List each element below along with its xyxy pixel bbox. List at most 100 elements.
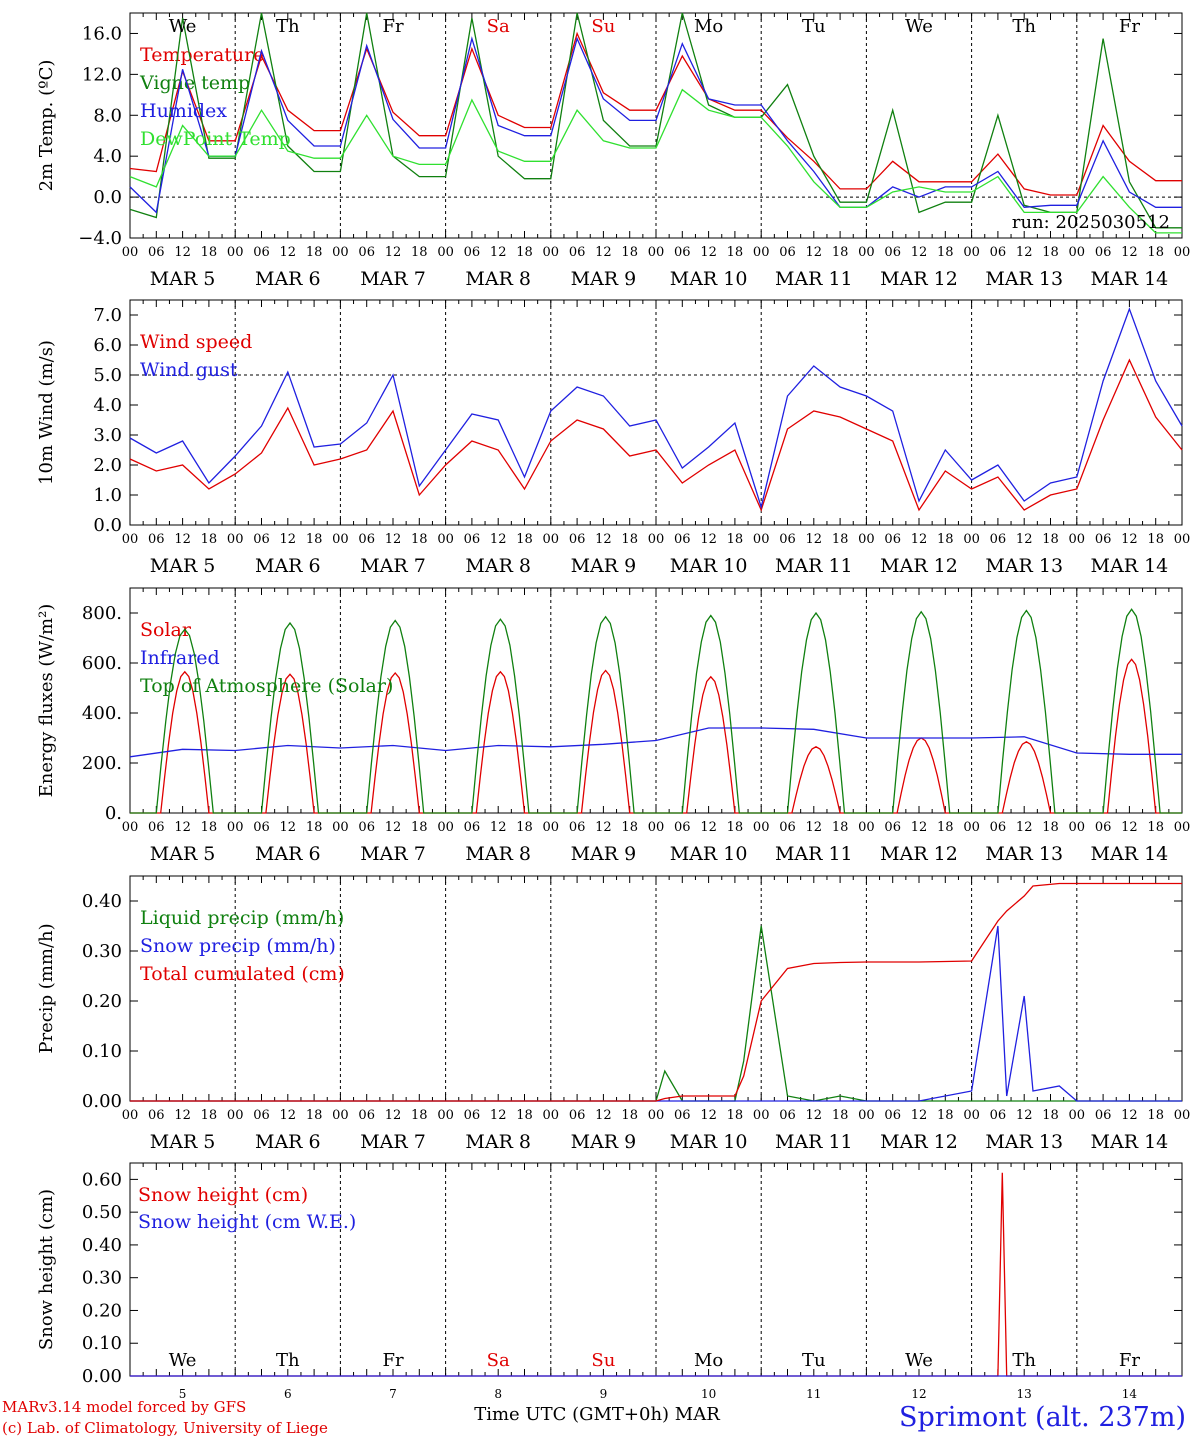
x-hour-label: 00 [648,820,665,835]
y-tick-label: 0.40 [82,1235,122,1256]
x-hour-label: 00 [122,1108,139,1123]
day-name: Th [1012,1350,1036,1371]
x-hour-label: 00 [437,245,454,260]
x-hour-label: 00 [122,532,139,547]
x-hour-label: 12 [490,1108,507,1123]
x-date-label: MAR 12 [880,268,958,290]
x-hour-label: 18 [1042,820,1059,835]
x-hour-label: 18 [201,1108,218,1123]
x-hour-label: 18 [1147,245,1164,260]
x-date-label: MAR 6 [255,843,321,865]
x-hour-label: 18 [1042,532,1059,547]
x-date-label: MAR 13 [985,1131,1063,1153]
x-hour-label: 12 [174,245,191,260]
day-name: Tu [802,16,826,37]
day-name: Tu [802,1350,826,1371]
x-hour-label: 18 [832,1108,849,1123]
y-axis-label: 10m Wind (m/s) [36,340,57,485]
day-name: Fr [1119,1350,1140,1371]
x-hour-label: 06 [674,820,691,835]
x-hour-label: 12 [174,532,191,547]
x-hour-label: 06 [464,1108,481,1123]
x-date-label: MAR 12 [880,843,958,865]
x-date-label: MAR 7 [360,555,426,577]
x-hour-label: 12 [806,820,823,835]
x-hour-label: 06 [358,1108,375,1123]
y-tick-label: 0.00 [82,1366,122,1387]
x-hour-label: 12 [595,532,612,547]
x-hour-label: 12 [174,1108,191,1123]
x-hour-label: 18 [516,532,533,547]
day-name: We [905,1350,933,1371]
x-hour-label: 06 [1095,1108,1112,1123]
x-hour-label: 06 [1095,245,1112,260]
x-hour-label: 12 [1121,245,1138,260]
x-hour-label: 06 [990,1108,1007,1123]
x-date-label: MAR 13 [985,555,1063,577]
x-hour-label: 18 [1147,532,1164,547]
y-tick-label: 4.0 [93,146,122,167]
series-line-top-of-atmosphere-solar- [130,608,1182,814]
legend-entry: Snow height (cm W.E.) [138,1211,356,1233]
series-line-dewpoint-temp [129,88,1182,234]
y-tick-label: 1.0 [93,485,122,506]
day-name: Th [1012,16,1036,37]
x-hour-label: 18 [937,820,954,835]
day-name: We [905,16,933,37]
x-hour-label: 12 [1016,820,1033,835]
x-date-label: MAR 6 [255,1131,321,1153]
y-tick-label: 0. [105,803,122,824]
x-hour-label: 00 [858,820,875,835]
day-name: Fr [382,1350,403,1371]
series-line-wind-speed [129,358,1183,512]
plot-frame [129,587,1183,814]
x-hour-label: 12 [911,532,928,547]
legend-entry: Temperature [140,44,264,66]
x-hour-label: 12 [385,245,402,260]
x-hour-label: 00 [1069,532,1086,547]
x-hour-label: 12 [595,1108,612,1123]
x-hour-label: 12 [174,820,191,835]
x-hour-label: 06 [253,245,270,260]
x-hour-label: 18 [411,245,428,260]
x-hour-label: 06 [569,245,586,260]
y-tick-label: 0.0 [93,515,122,536]
x-hour-label: 18 [306,820,323,835]
model-credit: MARv3.14 model forced by GFS [2,1398,247,1416]
x-hour-label: 06 [1095,532,1112,547]
x-date-label: MAR 5 [150,1131,216,1153]
x-hour-label: 06 [779,1108,796,1123]
x-hour-label: 00 [963,532,980,547]
x-hour-label: 12 [385,820,402,835]
x-date-label: MAR 9 [571,843,637,865]
y-tick-label: 0.40 [82,891,122,912]
legend-entry: Total cumulated (cm) [140,963,345,985]
legend-entry: Snow height (cm) [138,1184,308,1206]
y-tick-label: 4.0 [93,395,122,416]
x-hour-label: 00 [227,820,244,835]
x-hour-label: 06 [990,820,1007,835]
day-number: 13 [1017,1387,1032,1401]
x-hour-label: 18 [516,820,533,835]
y-tick-label: 0.50 [82,1202,122,1223]
x-hour-label: 12 [911,1108,928,1123]
y-tick-label: 400. [82,703,122,724]
y-tick-label: 0.20 [82,991,122,1012]
x-hour-label: 00 [1174,532,1191,547]
day-name: Th [276,1350,300,1371]
x-hour-label: 06 [253,820,270,835]
series-line-total-cumulated-cm- [130,882,1182,1102]
x-date-label: MAR 8 [465,555,531,577]
x-hour-label: 00 [543,820,560,835]
x-date-label: MAR 12 [880,555,958,577]
x-hour-label: 18 [832,532,849,547]
series-line-humidex [129,36,1182,214]
x-hour-label: 12 [700,1108,717,1123]
day-name: We [169,1350,197,1371]
x-hour-label: 18 [937,1108,954,1123]
x-hour-label: 00 [332,1108,349,1123]
x-hour-label: 18 [727,245,744,260]
x-hour-label: 00 [227,532,244,547]
x-hour-label: 12 [806,532,823,547]
y-tick-label: 16.0 [82,23,122,44]
